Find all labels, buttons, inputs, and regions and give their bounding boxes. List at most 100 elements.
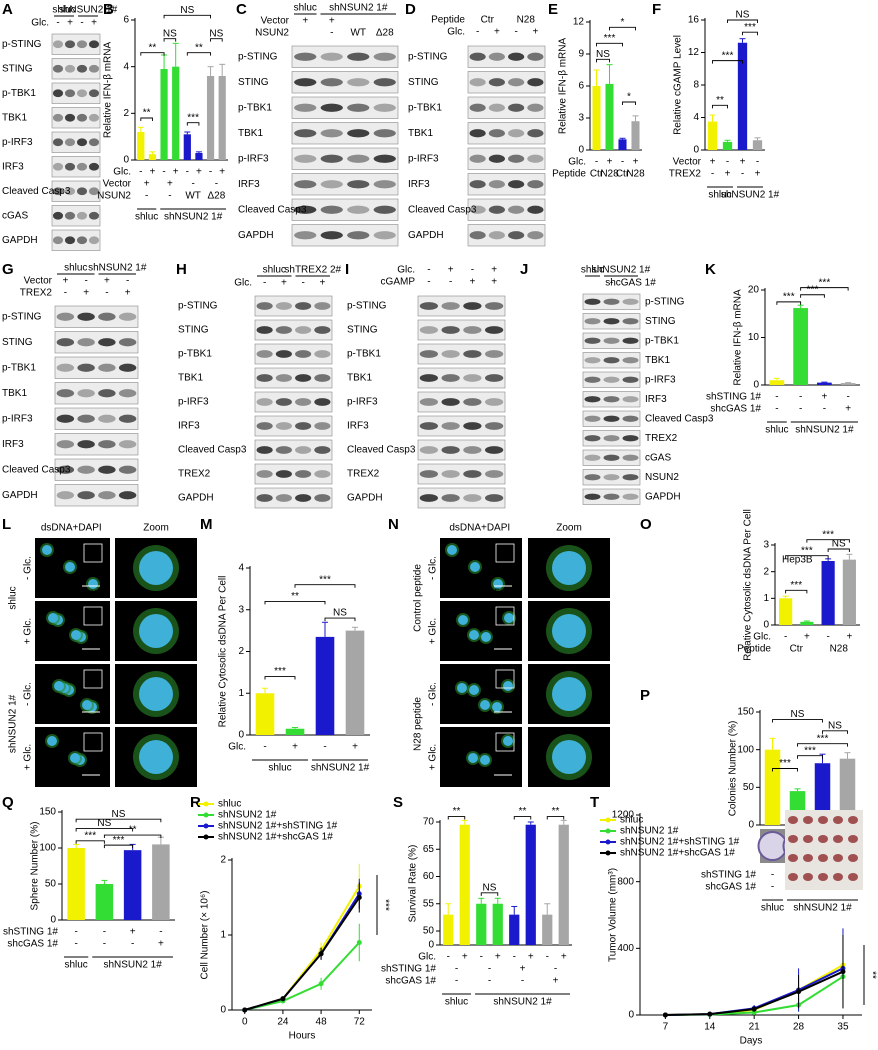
condition-mark: - bbox=[145, 191, 148, 202]
blot-strip bbox=[54, 484, 139, 507]
panel-letter: S bbox=[393, 794, 403, 811]
condition-mark: - bbox=[131, 939, 134, 950]
condition-label: Glc. bbox=[568, 157, 586, 168]
blot-band bbox=[98, 465, 116, 474]
condition-mark: + bbox=[561, 952, 567, 963]
bar bbox=[148, 154, 157, 160]
blot-row-label: TBK1 bbox=[2, 112, 27, 123]
blot-row-label: STING bbox=[408, 77, 439, 88]
condition-mark: - bbox=[449, 277, 452, 288]
blot-band bbox=[275, 422, 292, 430]
blot-band bbox=[484, 374, 504, 382]
blot-band bbox=[314, 398, 331, 406]
blot-band bbox=[469, 180, 486, 189]
zoom-label: Zoom bbox=[143, 523, 169, 534]
blot-band bbox=[256, 398, 273, 406]
condition-label: TREX2 bbox=[20, 288, 53, 299]
blot-band bbox=[56, 312, 75, 321]
y-tick-label: 20 bbox=[748, 285, 760, 296]
cell-nucleus bbox=[480, 700, 490, 710]
significance-bracket bbox=[264, 600, 326, 605]
y-tick-label: 3 bbox=[763, 540, 769, 551]
blot-band bbox=[76, 236, 88, 245]
blot-band bbox=[463, 302, 482, 310]
blot-band bbox=[584, 415, 601, 422]
blot-row-label: Cleaved Casp3 bbox=[2, 186, 71, 197]
condition-mark: - bbox=[74, 939, 77, 950]
condition-mark: WT bbox=[350, 28, 366, 39]
blot-row-label: p-STING bbox=[238, 51, 278, 62]
blot-band bbox=[347, 52, 370, 61]
panel-letter: I bbox=[345, 261, 349, 278]
y-axis-label: Relative Cytosolic dsDNA Per Cell bbox=[218, 576, 229, 728]
tumor bbox=[788, 854, 798, 862]
blot-band bbox=[320, 205, 343, 214]
y-axis-label: Sphere Number (%) bbox=[30, 822, 41, 911]
blot-row-label: Cleaved Casp3 bbox=[238, 204, 307, 215]
y-tick-label: 0 bbox=[693, 145, 699, 156]
condition-mark: + bbox=[144, 179, 150, 190]
blot-row-label: p-IRF3 bbox=[238, 153, 269, 164]
scale-bar-label: 25 μm bbox=[77, 651, 105, 662]
condition-mark: Ctr bbox=[616, 169, 630, 180]
blot-band bbox=[603, 396, 620, 403]
blot-band bbox=[64, 187, 76, 196]
condition-mark: - bbox=[455, 964, 458, 975]
blot-band bbox=[275, 302, 292, 310]
significance-label: ** bbox=[149, 42, 157, 53]
bar bbox=[821, 561, 835, 625]
cell-nucleus bbox=[469, 630, 479, 640]
significance-label: NS bbox=[828, 720, 842, 731]
blot-band bbox=[256, 470, 273, 478]
blot-row-label: Cleaved Casp3 bbox=[178, 445, 247, 456]
panel-letter: H bbox=[176, 261, 187, 278]
blot-band bbox=[527, 78, 544, 87]
blot-row-label: TREX2 bbox=[347, 469, 380, 480]
significance-label: *** bbox=[379, 899, 390, 911]
tumor bbox=[803, 835, 813, 843]
row-label: + Glc. bbox=[428, 618, 439, 644]
blot-band bbox=[314, 302, 331, 310]
blot-row-label: p-STING bbox=[178, 301, 218, 312]
legend-label: shluc bbox=[620, 815, 643, 826]
significance-label: NS bbox=[791, 709, 805, 720]
significance-bracket bbox=[480, 892, 499, 896]
blot-band bbox=[98, 491, 116, 500]
bar bbox=[800, 621, 814, 625]
condition-mark: - bbox=[74, 927, 77, 938]
significance-label: *** bbox=[783, 292, 795, 303]
blot-band bbox=[77, 363, 95, 372]
group-label: shluc bbox=[294, 3, 317, 14]
condition-mark: Ctr bbox=[790, 644, 804, 655]
blot-band bbox=[295, 446, 312, 454]
blot-row-label: GAPDH bbox=[408, 230, 444, 241]
significance-bracket bbox=[822, 730, 848, 734]
blot-band bbox=[76, 89, 88, 98]
blot-strip bbox=[291, 147, 399, 170]
significance-bracket bbox=[186, 122, 200, 126]
blot-row-label: IRF3 bbox=[408, 179, 430, 190]
blot-band bbox=[64, 211, 76, 220]
significance-label: * bbox=[621, 17, 625, 28]
legend-marker bbox=[203, 823, 209, 829]
series-point bbox=[242, 1007, 248, 1013]
condition-mark: - bbox=[546, 952, 549, 963]
y-axis-label: Cell Number (× 10⁶) bbox=[200, 891, 211, 980]
condition-label: TREX2 bbox=[669, 169, 702, 180]
condition-mark: - bbox=[162, 167, 165, 178]
blot-row-label: p-TBK1 bbox=[347, 349, 381, 360]
blot-strip bbox=[417, 391, 506, 413]
condition-mark: - bbox=[215, 179, 218, 190]
blot-band bbox=[98, 363, 116, 372]
blot-band bbox=[52, 236, 64, 245]
condition-mark: - bbox=[826, 632, 829, 643]
blot-strip bbox=[254, 343, 333, 365]
blot-band bbox=[527, 231, 544, 240]
condition-mark: - bbox=[595, 157, 598, 168]
bar bbox=[558, 824, 569, 945]
y-tick-label: 0 bbox=[753, 380, 759, 391]
y-tick-label: 6 bbox=[123, 15, 129, 26]
blot-row-label: p-TBK1 bbox=[178, 349, 212, 360]
significance-bracket bbox=[140, 52, 165, 56]
condition-mark: - bbox=[80, 18, 83, 29]
